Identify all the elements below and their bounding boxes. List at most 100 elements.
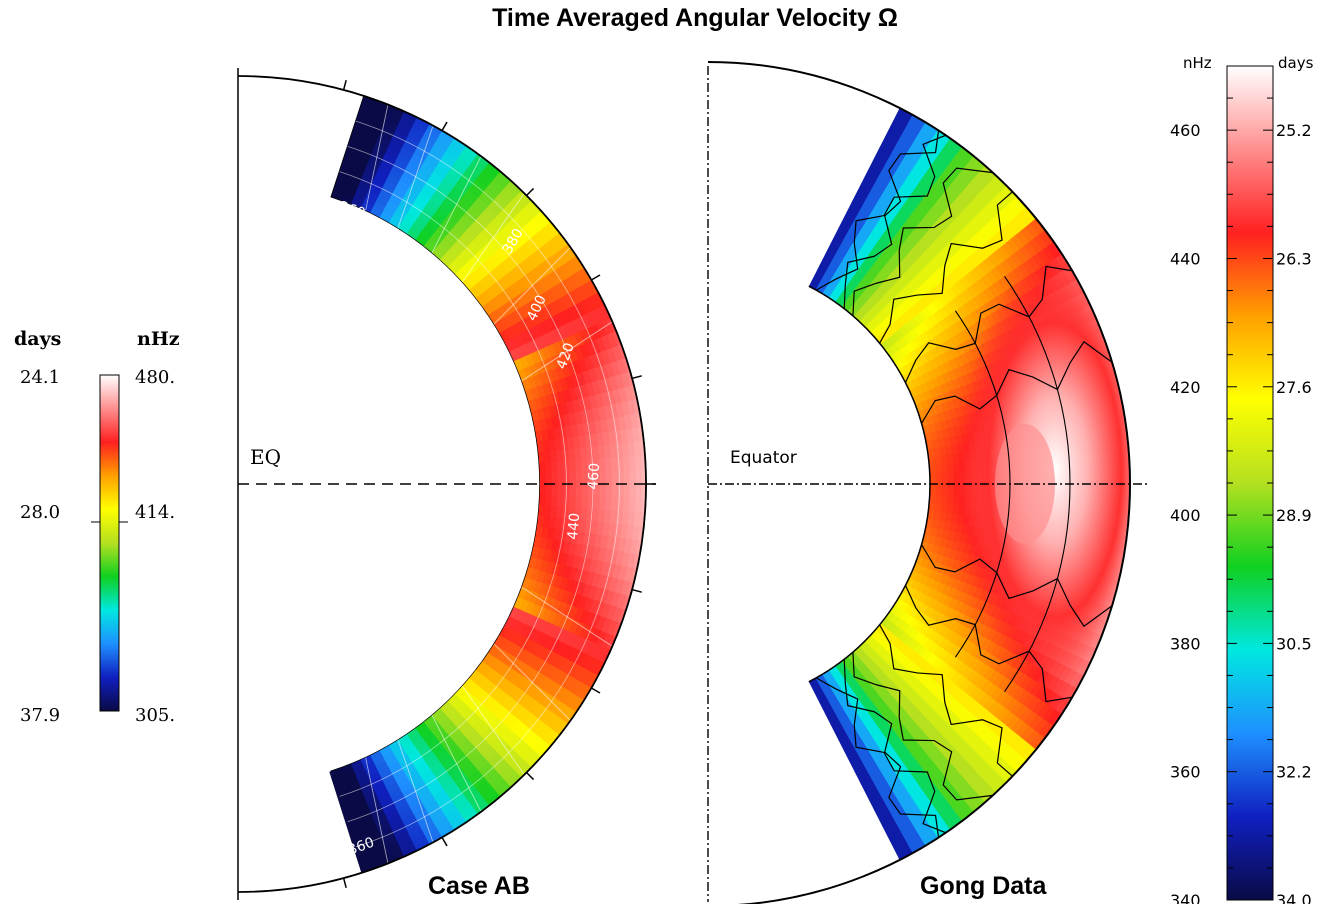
heatmap-cell	[931, 519, 940, 531]
heatmap-cell	[412, 840, 430, 852]
heatmap-cell	[612, 389, 623, 407]
heatmap-cell	[560, 518, 569, 533]
heatmap-cell	[346, 144, 363, 156]
heatmap-cell	[635, 484, 643, 501]
heatmap-cell	[953, 488, 961, 499]
heatmap-cell	[539, 559, 550, 575]
case-ab-tick	[441, 121, 448, 132]
heatmap-cell	[542, 383, 553, 398]
heatmap-cell	[609, 375, 620, 394]
heatmap-cell	[635, 455, 643, 473]
heatmap-cell	[508, 180, 524, 196]
heatmap-cell	[369, 809, 386, 822]
heatmap-cell	[595, 351, 607, 370]
heatmap-cell	[399, 114, 418, 128]
right-colorbar-nhz-label: 380	[1170, 634, 1201, 653]
heatmap-cell	[569, 495, 577, 510]
heatmap-cell	[463, 145, 481, 159]
heatmap-cell	[575, 459, 583, 475]
left-colorbar-nhz-label: 414.	[135, 502, 175, 523]
right-colorbar: nHz days 460 25.2 440 26.3 420 27.6 400 28.9 380…	[1170, 54, 1314, 904]
heatmap-cell	[394, 836, 413, 850]
heatmap-cell	[949, 522, 958, 534]
heatmap-cell	[340, 801, 356, 813]
heatmap-cell	[345, 780, 361, 792]
heatmap-cell	[358, 857, 377, 870]
heatmap-cell	[623, 566, 634, 585]
heatmap-cell	[629, 385, 638, 403]
heatmap-cell	[581, 583, 593, 601]
heatmap-cell	[577, 595, 589, 613]
heatmap-cell	[344, 150, 361, 162]
heatmap-cell	[551, 354, 563, 371]
heatmap-cell	[545, 357, 557, 373]
heatmap-cell	[568, 334, 581, 351]
heatmap-cell	[568, 305, 582, 323]
heatmap-cell	[600, 618, 613, 636]
right-colorbar-nhz-label: 400	[1170, 506, 1201, 525]
heatmap-cell	[617, 344, 627, 362]
heatmap-cell	[561, 364, 573, 380]
heatmap-cell	[882, 825, 901, 839]
heatmap-cell	[345, 818, 363, 830]
heatmap-cell	[407, 830, 426, 844]
heatmap-cell	[427, 123, 445, 136]
heatmap-cell	[549, 586, 561, 603]
heatmap-cell	[484, 793, 501, 808]
heatmap-cell	[338, 167, 354, 179]
right-colorbar-labels: 460 25.2 440 26.3 420 27.6 400 28.9 380 30.5 360 32…	[1170, 121, 1312, 904]
heatmap-cell	[611, 457, 619, 474]
heatmap-cell	[572, 436, 581, 452]
heatmap-cell	[611, 606, 623, 626]
case-ab-contour-line	[397, 739, 434, 843]
left-colorbar-bar	[99, 374, 120, 712]
heatmap-cell	[523, 366, 535, 381]
heatmap-cell	[563, 336, 576, 353]
heatmap-cell	[529, 363, 541, 379]
heatmap-cell	[399, 814, 417, 828]
case-ab-contours	[329, 95, 646, 873]
heatmap-cell	[928, 456, 936, 467]
heatmap-cell	[573, 507, 582, 523]
heatmap-cell	[575, 582, 587, 599]
heatmap-cell	[544, 561, 555, 577]
heatmap-cell	[357, 110, 375, 123]
heatmap-cell	[562, 308, 576, 325]
heatmap-cell	[397, 808, 414, 822]
heatmap-cell	[576, 371, 588, 389]
heatmap-cell	[536, 743, 551, 760]
heatmap-cell	[351, 835, 369, 847]
heatmap-cell	[602, 431, 611, 449]
heatmap-cell	[918, 831, 938, 847]
heatmap-cell	[629, 484, 637, 501]
heatmap-cell	[589, 353, 601, 371]
heatmap-cell	[537, 441, 546, 455]
heatmap-cell	[578, 638, 592, 656]
heatmap-cell	[929, 480, 937, 490]
case-ab-contour-line	[365, 757, 389, 864]
case-ab-ticks	[342, 80, 656, 888]
right-colorbar-days-label: 28.9	[1276, 506, 1312, 525]
heatmap-cell	[362, 95, 381, 106]
heatmap-cell	[563, 495, 571, 510]
heatmap-cell	[353, 160, 370, 172]
heatmap-cell	[903, 833, 922, 849]
heatmap-cell	[598, 496, 607, 513]
heatmap-cell	[572, 607, 585, 625]
heatmap-cell	[369, 847, 388, 860]
heatmap-cell	[935, 463, 943, 474]
heatmap-cell	[583, 611, 596, 630]
heatmap-cell	[599, 458, 607, 474]
heatmap-cell	[564, 578, 576, 595]
heatmap-cell	[625, 581, 634, 600]
case-ab-contour-line	[493, 247, 571, 325]
heatmap-cell	[516, 764, 532, 780]
heatmap-cell	[627, 511, 636, 529]
heatmap-cell	[572, 287, 586, 306]
heatmap-cell	[615, 593, 627, 612]
heatmap-cell	[575, 495, 583, 511]
heatmap-cell	[578, 435, 587, 451]
heatmap-cell	[579, 570, 590, 587]
heatmap-cell	[953, 470, 961, 482]
